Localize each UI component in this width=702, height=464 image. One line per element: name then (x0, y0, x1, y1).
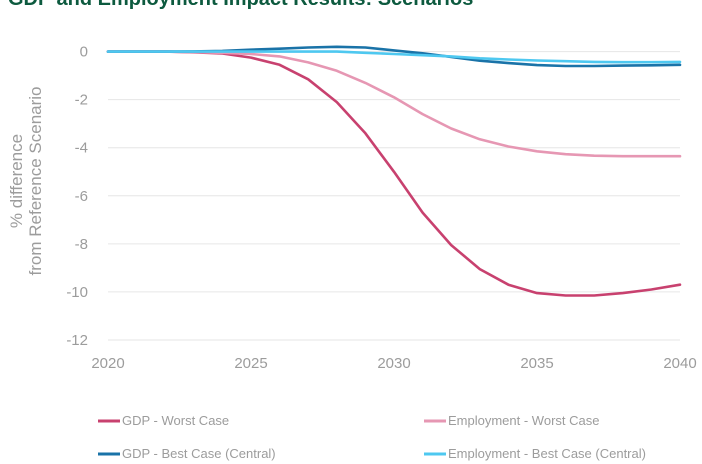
x-tick-label: 2035 (520, 355, 553, 372)
y-tick-label: -4 (75, 140, 88, 157)
series-line (106, 50, 682, 64)
x-tick-label: 2030 (377, 355, 410, 372)
legend-label: GDP - Best Case (Central) (122, 446, 276, 461)
x-tick-label: 2025 (234, 355, 267, 372)
y-tick-label: 0 (80, 44, 88, 61)
y-axis-label-line: % difference (7, 134, 26, 228)
y-tick-label: -8 (75, 236, 88, 253)
x-tick-label: 2040 (663, 355, 696, 372)
legend-label: Employment - Best Case (Central) (448, 446, 646, 461)
x-tick-label: 2020 (91, 355, 124, 372)
series-lines (106, 45, 682, 297)
y-tick-label: -10 (66, 284, 88, 301)
legend: GDP - Worst Case Employment - Worst Case G… (98, 413, 646, 461)
y-axis-label: % difference from Reference Scenario (7, 87, 45, 276)
legend-label: Employment - Worst Case (448, 413, 599, 428)
chart-title: GDP and Employment Impact Results: Scena… (8, 0, 473, 10)
y-axis-label-line: from Reference Scenario (26, 87, 45, 276)
legend-label: GDP - Worst Case (122, 413, 229, 428)
y-tick-label: -2 (75, 92, 88, 109)
gridlines (108, 51, 680, 341)
series-line (106, 50, 682, 297)
y-tick-label: -6 (75, 188, 88, 205)
y-tick-label: -12 (66, 332, 88, 349)
